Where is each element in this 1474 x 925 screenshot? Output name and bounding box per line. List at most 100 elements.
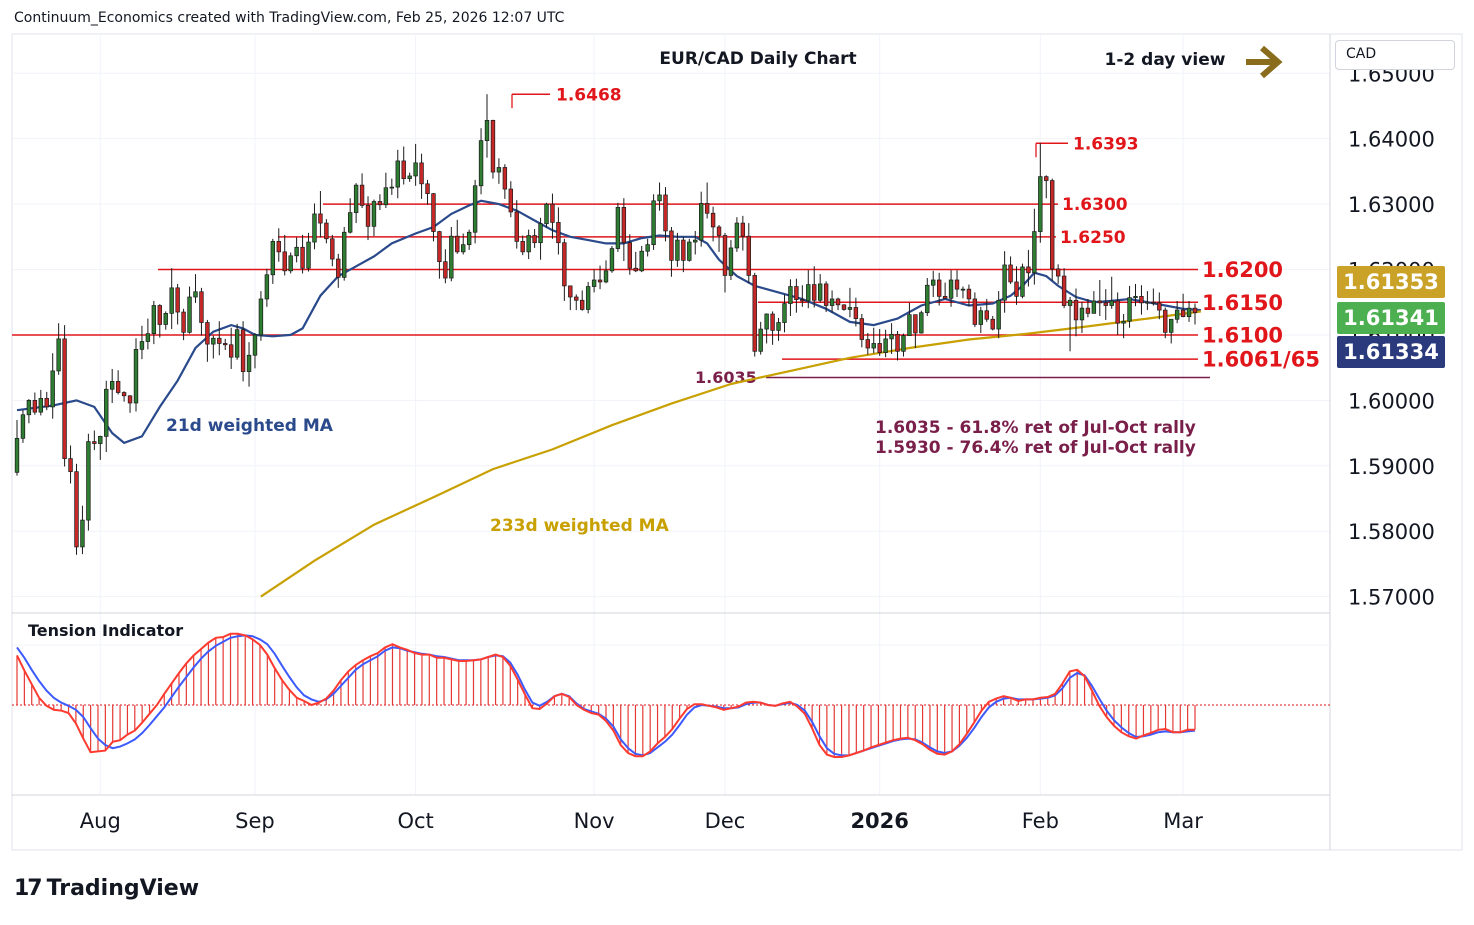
price-badge: 1.61353	[1337, 266, 1445, 298]
candle	[466, 229, 472, 250]
candle-body	[639, 250, 644, 272]
candle	[490, 119, 496, 179]
candle-body	[502, 167, 508, 190]
candle-body	[544, 203, 549, 225]
candle	[734, 217, 740, 252]
price-badge-value: 1.61334	[1343, 340, 1439, 364]
candle	[1127, 285, 1132, 328]
tradingview-logo[interactable]: 17 TradingView	[14, 873, 199, 903]
candle-body	[817, 283, 823, 301]
candle	[710, 206, 716, 242]
candle-body	[960, 288, 966, 291]
candle	[145, 318, 151, 350]
candle	[621, 198, 627, 262]
candle	[347, 198, 353, 234]
candle-body	[681, 239, 686, 261]
level-label: 1.6300	[1062, 195, 1128, 215]
sideways-arrow-icon	[1246, 45, 1283, 79]
level-label: 1.6200	[1202, 258, 1283, 282]
time-tick-label: Nov	[574, 809, 615, 833]
candle-body	[413, 162, 418, 177]
candle-body	[431, 193, 436, 232]
candle-body	[829, 298, 835, 306]
candle	[675, 232, 680, 267]
candle-body	[633, 267, 638, 272]
candle	[960, 286, 966, 299]
candle-body	[1050, 180, 1055, 270]
level-label: 1.6393	[1073, 134, 1139, 154]
candle-body	[1145, 301, 1150, 304]
ma-line	[260, 310, 1202, 598]
view-label: 1-2 day view	[1105, 50, 1226, 70]
tension-indicator-pane	[12, 632, 1330, 758]
level-label: 1.6150	[1202, 291, 1283, 315]
candle-body	[139, 341, 145, 350]
candle	[794, 278, 799, 313]
candle	[121, 391, 127, 402]
candle-body	[234, 329, 240, 358]
candle	[966, 284, 972, 307]
candle	[698, 191, 704, 247]
candle	[990, 315, 995, 331]
candle-body	[526, 235, 531, 253]
candle-body	[1133, 295, 1138, 299]
candle-body	[157, 305, 162, 325]
time-tick-label: Mar	[1163, 809, 1203, 833]
candle	[895, 331, 900, 361]
candle	[853, 297, 859, 327]
candle	[151, 300, 157, 345]
candle	[478, 128, 484, 195]
candle	[419, 153, 424, 199]
candle-body	[853, 307, 859, 319]
candle-body	[782, 303, 787, 323]
candle	[1139, 285, 1144, 315]
price-tick-label: 1.57000	[1348, 586, 1435, 610]
candle	[1151, 288, 1156, 306]
candle-body	[121, 392, 127, 397]
candle	[591, 269, 597, 293]
candle	[806, 270, 811, 309]
candle	[1192, 303, 1198, 325]
candle-body	[145, 333, 151, 342]
candle-body	[687, 241, 692, 261]
candle-body	[1055, 268, 1061, 277]
candle	[437, 230, 442, 279]
candle-body	[812, 284, 817, 301]
currency-selector[interactable]: CAD	[1335, 40, 1455, 70]
candle-body	[942, 295, 948, 299]
candle-body	[913, 314, 918, 334]
candle-body	[1044, 176, 1049, 181]
candle-body	[44, 398, 49, 408]
candle	[633, 251, 638, 273]
candle	[228, 327, 234, 369]
candle	[508, 181, 514, 218]
candle-body	[574, 296, 579, 301]
candle	[788, 279, 793, 316]
candle-body	[127, 395, 133, 404]
candle-body	[907, 314, 912, 336]
osc-slow-line	[16, 634, 1196, 757]
candle	[276, 228, 281, 262]
candle	[318, 191, 323, 238]
candle	[193, 274, 198, 303]
candle-body	[461, 244, 466, 253]
candle	[336, 253, 341, 288]
candle-body	[377, 201, 383, 206]
candle-body	[1026, 266, 1031, 274]
candle-body	[734, 222, 740, 249]
candle-body	[187, 296, 192, 333]
ma233-label: 233d weighted MA	[490, 516, 670, 536]
candle-body	[806, 284, 811, 302]
candle	[1145, 291, 1150, 311]
candle-body	[175, 287, 180, 313]
candle-body	[365, 205, 371, 227]
price-tick-label: 1.63000	[1348, 193, 1435, 217]
candle-body	[318, 213, 323, 224]
candle-body	[978, 310, 984, 325]
candle	[104, 380, 109, 453]
candle-body	[484, 120, 490, 141]
candle	[1073, 288, 1079, 337]
candle-body	[752, 275, 757, 352]
time-tick-label: 2026	[850, 809, 908, 833]
